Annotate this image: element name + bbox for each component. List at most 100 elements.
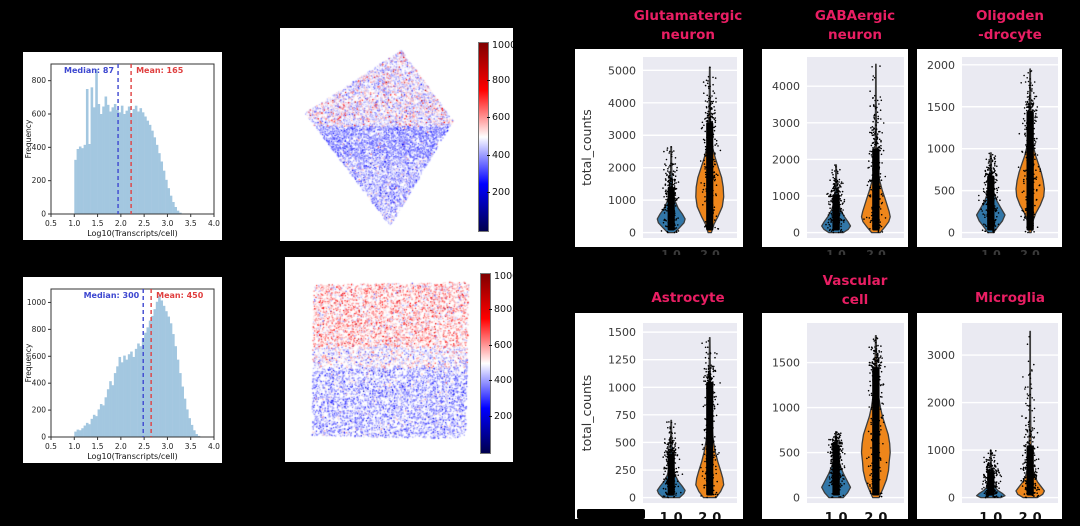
svg-text:5000: 5000: [608, 64, 636, 77]
xtick-cropped: 1.0: [981, 248, 1001, 255]
y-axis-label: total_counts: [579, 109, 594, 186]
x-tick-labels: 1.0 2.0: [660, 511, 722, 519]
colorbar-tickmark: [487, 79, 490, 81]
xtick-cropped: 2.0: [700, 248, 720, 255]
svg-text:1000: 1000: [772, 402, 800, 415]
svg-text:2000: 2000: [608, 162, 636, 175]
colorbar-tickmark: [487, 117, 490, 119]
svg-text:500: 500: [934, 185, 955, 198]
svg-text:4.0: 4.0: [208, 219, 220, 228]
svg-text:0: 0: [41, 210, 46, 219]
svg-text:3.5: 3.5: [185, 219, 197, 228]
violin-gabaergic-svg: 0 1000 2000 3000 4000: [772, 57, 904, 240]
violin-blue: [975, 449, 1006, 499]
colorbar: 200 400 600 800 1000: [480, 271, 513, 454]
spatial-map-sample1-panel: 200 400 600 800 1000: [280, 28, 513, 241]
strip-points: [660, 146, 680, 234]
strip-points: [1017, 70, 1041, 234]
svg-text:2.5: 2.5: [138, 219, 150, 228]
histogram-sample1-panel: 0.5 1.0 1.5 2.0 2.5 3.0 3.5 4.0 0 200 400 600 800 Log…: [23, 52, 222, 240]
svg-text:0: 0: [793, 227, 800, 240]
svg-text:0: 0: [948, 492, 955, 505]
svg-text:1.0: 1.0: [68, 219, 80, 228]
plot-background: [643, 323, 737, 503]
violin-blue: [821, 431, 852, 499]
strip-points: [866, 337, 888, 498]
svg-text:1000: 1000: [27, 298, 46, 307]
x-tick-labels: 1.0 2.0: [825, 511, 888, 519]
svg-text:4000: 4000: [772, 80, 800, 93]
x-tick-labels: 1.0 2.0: [979, 511, 1041, 519]
svg-text:1.0: 1.0: [979, 511, 1002, 519]
mean-annotation: Mean: 165: [136, 66, 184, 75]
y-tick-labels: 0 1000 2000 3000: [927, 349, 955, 505]
title-gabaergic-neuron: GABAergic neuron: [814, 8, 896, 43]
colorbar: 200 400 600 800 1000: [478, 40, 513, 232]
y-tick-labels: 0 500 1000 1500 2000: [927, 59, 955, 240]
colorbar-tickmark: [489, 344, 492, 346]
violin-orange: [1015, 330, 1046, 499]
title-vascular-cell: Vascular cell: [822, 273, 888, 308]
svg-text:600: 600: [32, 352, 47, 361]
strip-points-band: [706, 122, 714, 231]
svg-text:500: 500: [615, 436, 636, 449]
svg-text:1.0: 1.0: [825, 511, 848, 519]
spatial-map-sample1-points: [298, 42, 456, 228]
axis-ticks: 0.5 1.0 1.5 2.0 2.5 3.0 3.5 4.0 0 200 400 600 800: [32, 76, 221, 228]
y-axis-label: total_counts: [579, 375, 594, 452]
hist-bars: [74, 295, 201, 437]
strip-points: [981, 449, 1003, 499]
svg-text:1.0: 1.0: [68, 442, 80, 451]
svg-text:500: 500: [779, 447, 800, 460]
strip-points: [662, 421, 684, 499]
svg-text:0: 0: [629, 492, 636, 505]
gridlines: [962, 354, 1058, 499]
strip-points-band: [872, 367, 880, 496]
svg-text:0: 0: [793, 492, 800, 505]
svg-text:3000: 3000: [927, 349, 955, 362]
xtick-cropped: 1.0: [661, 248, 681, 255]
hist-bars: [74, 69, 182, 214]
colorbar-tick-label: 200: [494, 411, 513, 423]
svg-text:1250: 1250: [608, 354, 636, 367]
y-axis-label: Frequency: [24, 119, 33, 158]
svg-text:4000: 4000: [608, 97, 636, 110]
y-axis-label: Frequency: [24, 343, 33, 382]
svg-text:400: 400: [32, 143, 47, 152]
gridlines: [643, 331, 737, 499]
plot-background: [643, 57, 737, 238]
violin-orange: [695, 336, 725, 499]
strip-points-band: [667, 187, 675, 231]
colorbar-tick-label: 800: [494, 303, 513, 315]
svg-text:3000: 3000: [772, 117, 800, 130]
svg-text:1000: 1000: [927, 444, 955, 457]
title-oligodendrocyte: Oligoden -drocyte: [975, 8, 1045, 43]
median-annotation: Median: 87: [64, 66, 114, 75]
svg-text:200: 200: [32, 406, 47, 415]
spatial-map-sample2-points: [308, 278, 470, 440]
svg-text:4.0: 4.0: [208, 442, 220, 451]
gridlines: [643, 69, 737, 234]
svg-text:800: 800: [32, 325, 47, 334]
svg-text:2000: 2000: [927, 59, 955, 72]
svg-text:1.5: 1.5: [92, 442, 104, 451]
svg-text:750: 750: [615, 409, 636, 422]
title-glutamatergic-neuron: Glutamatergic neuron: [633, 8, 743, 43]
svg-text:1000: 1000: [608, 194, 636, 207]
svg-text:0.5: 0.5: [45, 442, 57, 451]
plot-background: [962, 57, 1058, 238]
strip-points-band: [832, 445, 840, 496]
colorbar-tick-label: 200: [492, 187, 511, 199]
svg-text:600: 600: [32, 110, 47, 119]
mean-annotation: Mean: 450: [156, 291, 204, 300]
svg-text:2.0: 2.0: [115, 442, 127, 451]
y-tick-labels: 0 500 1000 1500: [772, 357, 800, 505]
strip-points: [827, 431, 846, 498]
colorbar-tick-label: 400: [494, 375, 513, 387]
colorbar-tick-label: 1000: [492, 40, 513, 51]
svg-text:3.0: 3.0: [161, 442, 173, 451]
spatial-map-sample2-panel: 200 400 600 800 1000: [285, 257, 513, 462]
xtick-cropped: 2.0: [1020, 248, 1040, 255]
strip-points: [978, 152, 1001, 234]
